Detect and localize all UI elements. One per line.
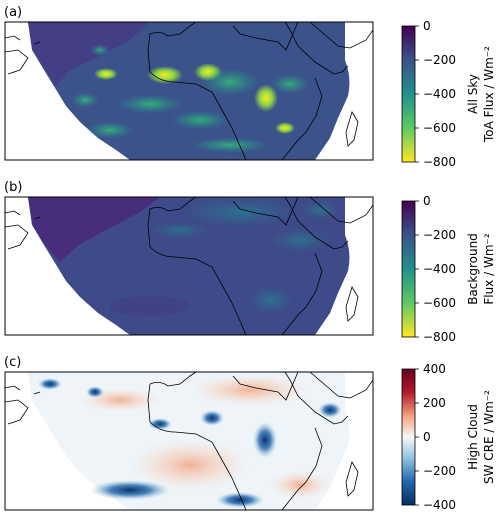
colorbar-tick-label: 0 bbox=[423, 430, 431, 444]
panel-c-colorbar-label-line1: High Cloud bbox=[466, 404, 480, 470]
panel-a-anomaly bbox=[90, 44, 110, 56]
panel-b: (b) bbox=[4, 180, 496, 344]
colorbar-tick-label: −200 bbox=[423, 53, 456, 67]
panel-b-colorbar-label-line1: Background bbox=[466, 233, 480, 305]
panel-c-heatmap bbox=[28, 372, 350, 510]
panel-a-anomaly bbox=[200, 68, 260, 96]
panel-a: (a) bbox=[4, 5, 496, 169]
colorbar-tick-label: 200 bbox=[423, 396, 446, 410]
panel-a-colorbar: 0 −200 −400 −600 −800 All Sky ToA Flux /… bbox=[401, 19, 496, 169]
panel-c-colorbar-fill bbox=[401, 368, 416, 506]
panel-b-field-dark bbox=[28, 197, 160, 262]
panel-c-colorbar: 400 200 0 −200 −400 High Cloud SW CRE / … bbox=[401, 362, 496, 512]
panel-a-coastlines bbox=[4, 21, 374, 161]
panel-c-coastlines bbox=[4, 371, 374, 511]
panel-b-heatmap bbox=[28, 197, 350, 335]
colorbar-tick-label: −400 bbox=[423, 262, 456, 276]
colorbar-tick-label: −400 bbox=[423, 87, 456, 101]
colorbar-tick-label: −800 bbox=[423, 330, 456, 344]
panel-a-colorbar-label-line1: All Sky bbox=[466, 74, 480, 114]
panel-b-colorbar-label-line2: Flux / Wm⁻² bbox=[482, 233, 496, 305]
panel-a-anomaly bbox=[86, 121, 134, 139]
panel-c-frame bbox=[4, 371, 374, 511]
panel-a-anomaly bbox=[254, 84, 278, 112]
panel-a-field-dark bbox=[28, 22, 150, 86]
panel-a-anomaly bbox=[275, 122, 295, 134]
panel-c-anomaly bbox=[253, 422, 277, 458]
panel-b-label: (b) bbox=[4, 180, 22, 195]
panel-b-anomaly bbox=[110, 296, 190, 316]
colorbar-tick-label: 0 bbox=[423, 194, 431, 208]
colorbar-tick-label: −600 bbox=[423, 296, 456, 310]
panel-a-anomaly bbox=[190, 137, 270, 153]
panel-b-colorbar: 0 −200 −400 −600 −800 Background Flux / … bbox=[401, 194, 496, 344]
panel-b-anomaly bbox=[300, 200, 340, 220]
panel-b-coastlines bbox=[4, 196, 374, 336]
panel-c-anomaly bbox=[318, 402, 342, 418]
panel-c-anomaly bbox=[90, 480, 170, 500]
colorbar-tick-label: −200 bbox=[423, 464, 456, 478]
panel-a-anomaly bbox=[147, 66, 183, 84]
panel-c-colorbar-ticks bbox=[415, 368, 419, 506]
panel-c-label: (c) bbox=[4, 355, 21, 370]
panel-a-anomaly bbox=[116, 94, 184, 114]
panel-c-anomaly bbox=[86, 386, 104, 398]
panel-b-frame bbox=[4, 196, 374, 336]
panel-b-colorbar-fill bbox=[401, 200, 416, 338]
panel-c-anomaly bbox=[38, 378, 62, 390]
panel-c-anomaly bbox=[216, 492, 264, 508]
panel-a-label: (a) bbox=[4, 5, 22, 20]
colorbar-tick-label: −200 bbox=[423, 228, 456, 242]
panel-a-anomaly bbox=[71, 92, 99, 108]
panel-c-anomaly bbox=[148, 418, 172, 430]
panel-a-colorbar-label-line2: ToA Flux / Wm⁻² bbox=[482, 46, 496, 143]
colorbar-tick-label: −600 bbox=[423, 121, 456, 135]
panel-b-anomaly bbox=[150, 222, 210, 238]
panel-a-colorbar-fill bbox=[401, 25, 416, 163]
panel-a-colorbar-ticks bbox=[415, 25, 419, 163]
panel-c-anomaly bbox=[200, 410, 224, 426]
panel-c-colorbar-label-line2: SW CRE / Wm⁻² bbox=[482, 390, 496, 484]
panel-c-anomaly bbox=[130, 439, 250, 491]
panel-a-heatmap bbox=[28, 22, 350, 160]
colorbar-tick-label: −400 bbox=[423, 498, 456, 512]
panel-b-anomaly bbox=[246, 286, 294, 314]
colorbar-tick-label: 400 bbox=[423, 362, 446, 376]
panel-a-anomaly bbox=[94, 68, 118, 80]
panel-b-anomaly bbox=[180, 197, 300, 228]
colorbar-tick-label: −800 bbox=[423, 155, 456, 169]
panel-c: (c) bbox=[4, 355, 496, 512]
panel-c-anomaly bbox=[190, 374, 310, 406]
panel-c-anomaly bbox=[270, 471, 330, 499]
panel-a-anomaly bbox=[170, 110, 230, 130]
colorbar-tick-label: 0 bbox=[423, 19, 431, 33]
panel-a-anomaly bbox=[270, 74, 310, 94]
panel-b-anomaly bbox=[270, 228, 330, 252]
panel-a-frame bbox=[4, 21, 374, 161]
panel-b-colorbar-ticks bbox=[415, 200, 419, 338]
